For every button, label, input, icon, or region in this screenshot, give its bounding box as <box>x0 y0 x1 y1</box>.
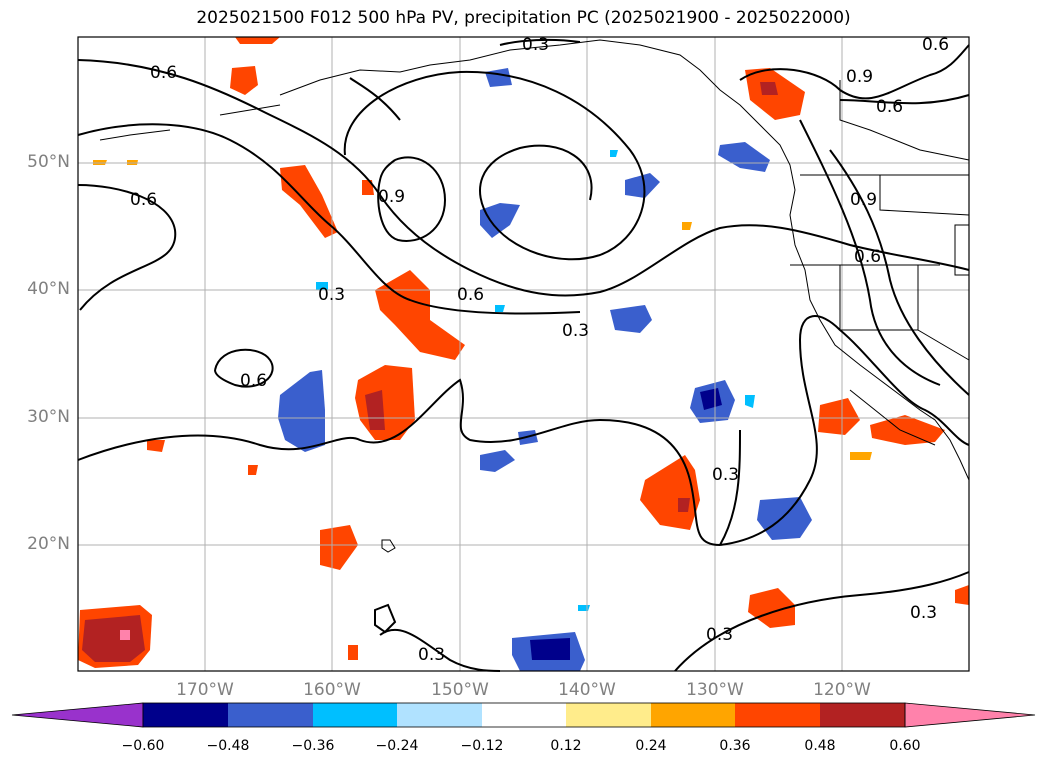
colorbar-tick: −0.12 <box>460 738 504 754</box>
colorbar-tick: −0.36 <box>291 738 335 754</box>
contour-label: 0.6 <box>922 35 949 55</box>
lat-label: 30°N <box>27 407 70 427</box>
contour-label: 0.3 <box>318 285 345 305</box>
contour-label: 0.3 <box>522 35 549 55</box>
colorbar-tick: 0.60 <box>889 738 921 754</box>
lon-label: 130°W <box>686 680 744 700</box>
lon-label: 170°W <box>176 680 234 700</box>
contour-label: 0.6 <box>240 371 267 391</box>
contour-label: 0.3 <box>562 321 589 341</box>
lat-label: 40°N <box>27 279 70 299</box>
lon-label: 160°W <box>303 680 361 700</box>
colorbar-tick: 0.36 <box>719 738 751 754</box>
graticule <box>78 37 969 671</box>
colorbar-tick: 0.48 <box>804 738 836 754</box>
colorbar-tick: −0.48 <box>206 738 250 754</box>
colorbar-tick: 0.24 <box>635 738 667 754</box>
colorbar-tick: 0.12 <box>550 738 582 754</box>
contour-label: 0.6 <box>457 285 484 305</box>
lon-label: 150°W <box>431 680 489 700</box>
contour-label: 0.6 <box>876 97 903 117</box>
colorbar-tick: −0.24 <box>375 738 419 754</box>
contour-label-group: 0.6 0.6 0.3 0.9 0.6 0.3 0.6 0.3 0.6 0.9 … <box>130 35 949 665</box>
contour-label: 0.3 <box>712 465 739 485</box>
colorbar-tick: −0.60 <box>121 738 165 754</box>
contour-label: 0.6 <box>854 247 881 267</box>
map-title: 2025021500 F012 500 hPa PV, precipitatio… <box>196 8 851 28</box>
lat-label: 20°N <box>27 534 70 554</box>
contour-label: 0.6 <box>130 190 157 210</box>
plot-frame <box>77 36 970 672</box>
pv-contours <box>77 38 970 672</box>
colorbar <box>11 702 1036 728</box>
contour-label: 0.3 <box>706 625 733 645</box>
lat-label: 50°N <box>27 152 70 172</box>
contour-label: 0.9 <box>378 187 405 207</box>
contour-label: 0.3 <box>910 603 937 623</box>
contour-label: 0.9 <box>846 67 873 87</box>
contour-label: 0.6 <box>150 63 177 83</box>
lon-label: 120°W <box>813 680 871 700</box>
contour-label: 0.9 <box>850 190 877 210</box>
precipitation-fills <box>78 37 969 671</box>
contour-label: 0.3 <box>418 645 445 665</box>
lon-label: 140°W <box>558 680 616 700</box>
